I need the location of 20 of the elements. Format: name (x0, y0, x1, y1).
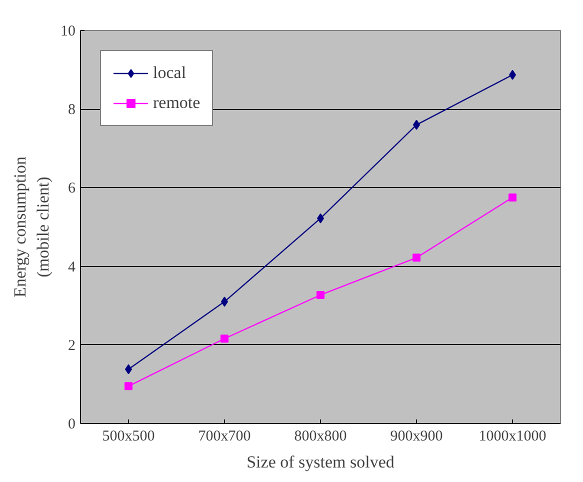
y-tick-label: 10 (60, 24, 76, 40)
y-tick-label: 4 (68, 259, 76, 276)
legend-label: local (153, 63, 186, 83)
y-tick-label: 0 (68, 416, 76, 432)
point (412, 254, 420, 262)
x-tick-label: 1000x1000 (478, 428, 546, 444)
y-tick-label: 2 (68, 338, 76, 354)
y-tick-label: 8 (68, 102, 76, 118)
x-tick-label: 700x700 (198, 428, 251, 444)
y-axis-title: Energy consumption (mobile client) (10, 156, 52, 298)
legend-label: remote (153, 93, 200, 113)
y-tick-label: 6 (68, 180, 76, 197)
x-tick-label: 900x900 (390, 428, 443, 444)
x-axis-title: Size of system solved (246, 452, 395, 472)
point (124, 382, 132, 390)
point (316, 290, 324, 299)
point (508, 194, 516, 202)
x-tick-label: 800x800 (294, 428, 347, 444)
point (220, 334, 228, 343)
x-tick-label: 500x500 (102, 428, 155, 444)
